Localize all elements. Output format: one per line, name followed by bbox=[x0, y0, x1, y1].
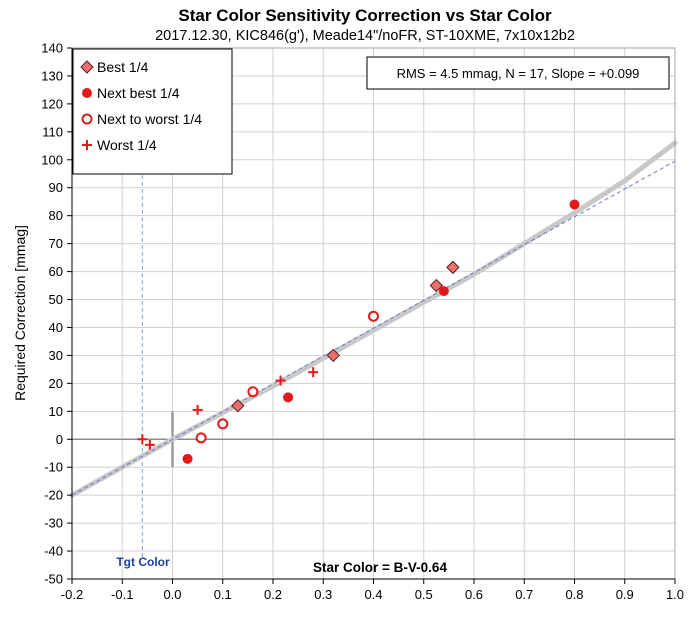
data-point-filled-circle bbox=[438, 286, 449, 297]
y-tick-label: 90 bbox=[49, 180, 63, 195]
x-tick-label: -0.2 bbox=[61, 587, 83, 602]
legend-marker-plus bbox=[82, 140, 92, 150]
data-point-plus bbox=[137, 434, 148, 445]
y-axis-label: Required Correction [mmag] bbox=[12, 225, 28, 401]
legend-label: Worst 1/4 bbox=[97, 137, 157, 153]
y-tick-label: 50 bbox=[49, 292, 63, 307]
x-tick-label: 0.1 bbox=[214, 587, 232, 602]
x-tick-label: 0.7 bbox=[515, 587, 533, 602]
stats-box: RMS = 4.5 mmag, N = 17, Slope = +0.099 bbox=[366, 56, 670, 90]
y-tick-label: -10 bbox=[44, 460, 63, 475]
y-tick-label: -40 bbox=[44, 544, 63, 559]
y-tick-label: 110 bbox=[42, 124, 63, 139]
x-tick-label: 0.6 bbox=[465, 587, 483, 602]
legend-marker-diamond bbox=[80, 60, 94, 74]
target-color-label: Tgt Color bbox=[116, 555, 170, 569]
x-axis-label: Star Color = B-V-0.64 bbox=[313, 560, 447, 575]
y-tick-label: -50 bbox=[44, 572, 63, 587]
x-tick-label: 0.5 bbox=[415, 587, 433, 602]
y-tick-label: 0 bbox=[56, 432, 63, 447]
x-tick-label: -0.1 bbox=[111, 587, 133, 602]
y-tick-label: 60 bbox=[49, 264, 63, 279]
data-point-diamond bbox=[326, 348, 341, 363]
y-tick-label: 80 bbox=[49, 208, 63, 223]
x-tick-label: 0.0 bbox=[163, 587, 181, 602]
data-point-diamond bbox=[429, 278, 444, 293]
x-tick-label: 0.4 bbox=[364, 587, 382, 602]
data-point-open-circle bbox=[368, 310, 379, 322]
legend-label: Best 1/4 bbox=[97, 59, 149, 75]
stats-text: RMS = 4.5 mmag, N = 17, Slope = +0.099 bbox=[397, 66, 640, 81]
x-tick-label: 0.8 bbox=[565, 587, 583, 602]
data-point-open-circle bbox=[195, 432, 207, 444]
data-points bbox=[137, 199, 580, 464]
quadratic-fit-curve bbox=[69, 140, 678, 498]
chart-title: Star Color Sensitivity Correction vs Sta… bbox=[178, 6, 552, 25]
y-tick-label: -20 bbox=[44, 488, 63, 503]
y-tick-label: 20 bbox=[49, 376, 63, 391]
x-tick-label: 1.0 bbox=[666, 587, 684, 602]
y-tick-label: 140 bbox=[41, 41, 63, 56]
legend-label: Next best 1/4 bbox=[97, 85, 180, 101]
x-tick-label: 0.9 bbox=[616, 587, 634, 602]
data-point-plus bbox=[308, 367, 319, 378]
data-point-filled-circle bbox=[182, 453, 193, 464]
legend: Best 1/4 Next best 1/4 Next to worst 1/4 Wo… bbox=[72, 48, 233, 175]
data-point-plus bbox=[275, 375, 286, 386]
linear-fit-line bbox=[71, 160, 676, 496]
y-tick-label: 70 bbox=[49, 236, 63, 251]
data-point-open-circle bbox=[247, 386, 259, 398]
legend-marker-filled-circle bbox=[82, 88, 92, 98]
y-tick-label: 120 bbox=[41, 96, 63, 111]
data-point-open-circle bbox=[217, 418, 229, 430]
data-point-diamond bbox=[446, 260, 460, 275]
legend-marker-open-circle bbox=[81, 113, 93, 125]
y-tick-label: 100 bbox=[41, 152, 63, 167]
fit-curves bbox=[69, 140, 678, 498]
data-point-filled-circle bbox=[283, 392, 294, 403]
y-tick-label: -30 bbox=[44, 516, 63, 531]
x-tick-label: 0.2 bbox=[264, 587, 282, 602]
chart-subtitle: 2017.12.30, KIC846(g'), Meade14"/noFR, S… bbox=[155, 28, 575, 44]
y-tick-label: 30 bbox=[49, 348, 63, 363]
data-point-plus bbox=[192, 404, 203, 415]
x-tick-label: 0.3 bbox=[314, 587, 332, 602]
data-point-plus bbox=[144, 439, 155, 450]
legend-label: Next to worst 1/4 bbox=[97, 111, 202, 127]
y-tick-label: 10 bbox=[49, 404, 63, 419]
data-point-diamond bbox=[231, 399, 245, 413]
y-tick-label: 40 bbox=[49, 320, 63, 335]
axes: -0.2 -0.1 0.0 0.1 0.2 0.3 0.4 0.5 0.6 0.7 0.8 0.9 1.… bbox=[41, 41, 684, 603]
data-point-filled-circle bbox=[569, 199, 580, 210]
y-tick-label: 130 bbox=[41, 68, 63, 83]
